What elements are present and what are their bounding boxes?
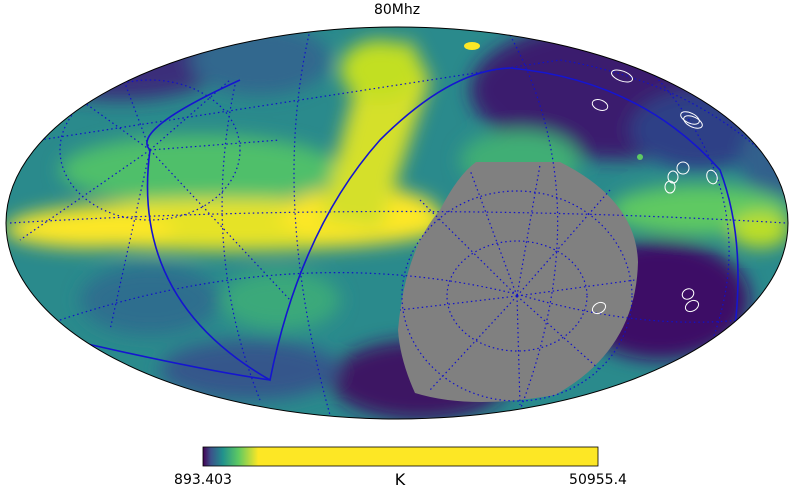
sky-map-figure: 80Mhz <box>0 0 798 491</box>
colorbar <box>203 447 598 466</box>
colorbar-max-label: 50955.4 <box>569 472 627 488</box>
colorbar-min-label: 893.403 <box>174 472 232 488</box>
colorbar-unit: K <box>395 470 406 489</box>
sky-map <box>0 20 798 430</box>
map-title: 80Mhz <box>374 2 420 18</box>
page: {"title": "80Mhz", "colorbar": {"min": "… <box>0 0 798 491</box>
